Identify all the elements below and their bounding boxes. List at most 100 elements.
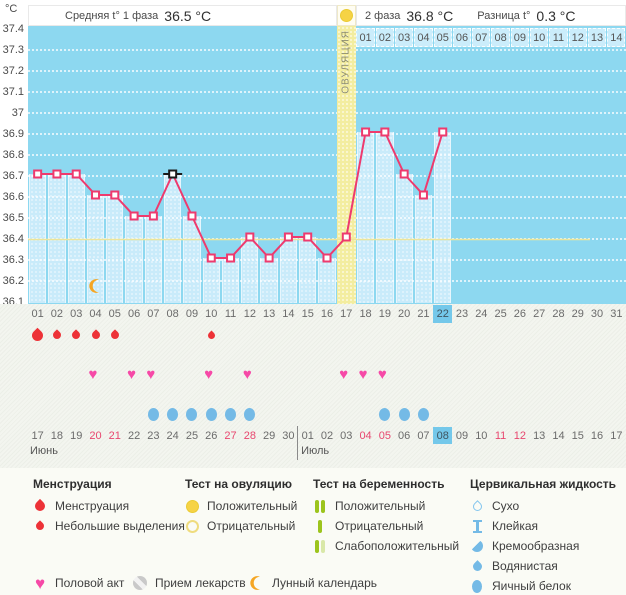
calendar-date-cell[interactable]: 22 <box>127 429 141 442</box>
legend-group-title: Тест на овуляцию <box>185 477 292 491</box>
calendar-date-cell[interactable]: 14 <box>552 429 565 442</box>
calendar-date-cell[interactable]: 04 <box>359 429 372 442</box>
calendar-date-cell[interactable]: 18 <box>50 429 64 442</box>
calendar-date-cell[interactable]: 21 <box>108 429 121 442</box>
cycle-day-cell[interactable]: 30 <box>590 308 604 320</box>
intercourse-icon: ♥ <box>377 366 387 383</box>
cycle-day-cell[interactable]: 08 <box>166 308 179 320</box>
cycle-day-cell[interactable]: 20 <box>398 308 411 320</box>
cycle-day-cell[interactable]: 26 <box>513 308 527 320</box>
phase1-value: 36.5 °C <box>164 7 212 24</box>
cycle-day-cell[interactable]: 16 <box>320 308 334 320</box>
y-axis-tick-label: 37 <box>11 107 24 119</box>
calendar-date-cell[interactable]: 26 <box>205 429 218 442</box>
cycle-day-cell[interactable]: 03 <box>70 308 83 320</box>
cycle-day-cell[interactable]: 19 <box>378 308 391 320</box>
calendar-date-cell[interactable]: 12 <box>513 429 527 442</box>
calendar-date-cell[interactable]: 05 <box>378 429 391 442</box>
cycle-day-cell[interactable]: 10 <box>205 308 218 320</box>
legend-item-label: Положительный <box>335 499 426 513</box>
cycle-day-cell[interactable]: 04 <box>89 308 102 320</box>
ovulation-band-label: ОВУЛЯЦИЯ <box>340 30 352 94</box>
calendar-date-cell[interactable]: 24 <box>166 429 179 442</box>
calendar-date-cell[interactable]: 07 <box>417 429 430 442</box>
day-column[interactable] <box>106 195 124 303</box>
calendar-date-cell[interactable]: 28 <box>243 429 256 442</box>
cycle-day-cell[interactable]: 02 <box>50 308 64 320</box>
calendar-date-cell[interactable]: 23 <box>147 429 160 442</box>
cycle-day-cell[interactable]: 31 <box>610 308 623 320</box>
y-axis-tick-label: 36.8 <box>2 149 24 161</box>
cycle-day-cell[interactable]: 12 <box>243 308 256 320</box>
legend-item: Менструация <box>31 497 129 515</box>
fluid-creamy-icon <box>468 540 486 552</box>
gridline <box>28 175 626 177</box>
cycle-day-cell[interactable]: 21 <box>417 308 430 320</box>
cycle-day-cell[interactable]: 06 <box>127 308 141 320</box>
gridline <box>28 70 626 72</box>
day-column[interactable] <box>299 237 317 303</box>
y-axis-tick-label: 36.6 <box>2 191 24 203</box>
legend-item-label: Водянистая <box>492 559 558 573</box>
cycle-day-cell[interactable]: 28 <box>552 308 565 320</box>
calendar-date-cell[interactable]: 11 <box>494 429 507 442</box>
calendar-date-cell[interactable]: 02 <box>320 429 334 442</box>
intercourse-icon: ♥ <box>127 366 136 383</box>
gridline <box>28 196 626 198</box>
cycle-day-cell[interactable]: 11 <box>224 308 237 320</box>
cervical-fluid-icon <box>147 408 159 421</box>
calendar-date-cell[interactable]: 03 <box>340 429 353 442</box>
legend-item: Лунный календарь <box>248 574 377 592</box>
cycle-day-cell[interactable]: 24 <box>475 308 488 320</box>
cycle-day-cell[interactable]: 05 <box>108 308 121 320</box>
cycle-day-cell[interactable]: 18 <box>359 308 372 320</box>
calendar-date-cell[interactable]: 13 <box>533 429 546 442</box>
cycle-day-cell[interactable]: 27 <box>533 308 546 320</box>
legend-item: Положительный <box>311 497 425 515</box>
calendar-date-cell[interactable]: 17 <box>31 429 44 442</box>
legend-group-title: Цервикальная жидкость <box>470 477 617 491</box>
calendar-date-cell[interactable]: 10 <box>475 429 488 442</box>
calendar-date-cell[interactable]: 08 <box>433 427 453 444</box>
cycle-day-cell[interactable]: 15 <box>301 308 314 320</box>
calendar-date-cell[interactable]: 30 <box>282 429 295 442</box>
calendar-date-cell[interactable]: 25 <box>185 429 199 442</box>
cycle-day-cell[interactable]: 14 <box>282 308 295 320</box>
month-label: Июнь <box>30 445 58 457</box>
y-axis-tick-label: 37.1 <box>2 86 24 98</box>
intercourse-icon: ♥ <box>339 366 349 383</box>
calendar-date-cell[interactable]: 15 <box>571 429 584 442</box>
legend-item: Положительный <box>183 497 297 515</box>
calendar-date-cell[interactable]: 20 <box>89 429 102 442</box>
menstruation-icon <box>70 329 82 341</box>
cycle-day-cell[interactable]: 22 <box>433 305 453 323</box>
cycle-day-cell[interactable]: 29 <box>571 308 584 320</box>
calendar-date-cell[interactable]: 16 <box>590 429 604 442</box>
phase2-day-cell: 02 <box>375 28 394 47</box>
cycle-day-cell[interactable]: 09 <box>185 308 199 320</box>
temperature-chart: ОВУЛЯЦИЯ 01 02 03 04 05 06 07 08 09 10 11 12 13 14 <box>28 26 626 304</box>
cycle-day-cell[interactable]: 25 <box>494 308 507 320</box>
legend-item-label: Сухо <box>492 499 520 513</box>
calendar-date-cell[interactable]: 01 <box>301 429 314 442</box>
y-axis-tick-label: 36.3 <box>2 254 24 266</box>
cycle-day-cell[interactable]: 01 <box>31 308 44 320</box>
calendar-date-cell[interactable]: 17 <box>610 429 623 442</box>
calendar-date-cell[interactable]: 27 <box>224 429 237 442</box>
calendar-date-cell[interactable]: 09 <box>455 429 469 442</box>
day-column[interactable] <box>279 237 298 303</box>
diff-value: 0.3 °C <box>536 7 576 24</box>
cycle-day-cell[interactable]: 23 <box>455 308 469 320</box>
legend-item: Слабоположительный <box>311 537 459 555</box>
cycle-day-cell[interactable]: 07 <box>147 308 160 320</box>
calendar-date-cell[interactable]: 06 <box>398 429 411 442</box>
cycle-day-cell[interactable]: 13 <box>262 308 276 320</box>
ovulation-positive-icon <box>340 9 353 22</box>
day-column[interactable] <box>241 237 259 303</box>
calendar-date-cell[interactable]: 29 <box>262 429 276 442</box>
gridline <box>28 280 626 282</box>
calendar-date-cell[interactable]: 19 <box>70 429 83 442</box>
day-column[interactable] <box>414 195 433 303</box>
phase1-label: Средняя t° 1 фаза <box>65 9 159 22</box>
cycle-day-cell[interactable]: 17 <box>340 308 353 320</box>
